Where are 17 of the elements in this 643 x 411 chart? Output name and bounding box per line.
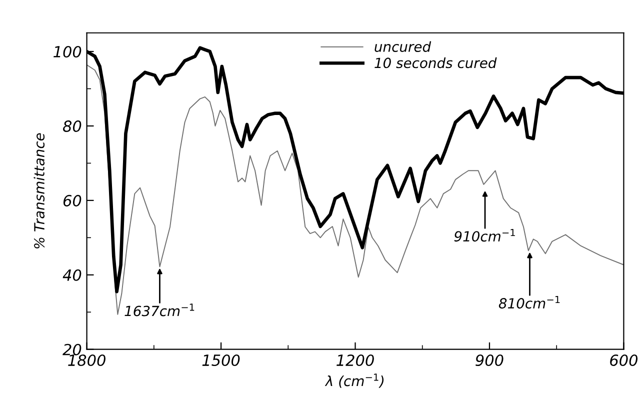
x-tick-label: 900 xyxy=(476,354,504,366)
x-tick-label: 600 xyxy=(610,354,638,366)
y-tick-label: 100 xyxy=(54,46,82,58)
annotation: 810cm$^{−1}$ xyxy=(498,296,560,309)
y-tick-label: 40 xyxy=(62,269,82,281)
y-tick-label: 80 xyxy=(63,120,82,132)
legend-label: uncured xyxy=(374,41,432,52)
x-axis-title: λ (cm$^{−1}$) xyxy=(324,374,384,388)
legend-label: 10 seconds cured xyxy=(374,57,497,68)
y-axis-title: % Transmittance xyxy=(34,133,45,248)
x-tick-label: 1800 xyxy=(68,354,106,366)
y-tick-label: 60 xyxy=(63,194,82,206)
annotation: 910cm$^{−1}$ xyxy=(454,228,515,242)
x-tick-label: 1200 xyxy=(336,354,374,366)
annotation: 1637cm$^{−1}$ xyxy=(124,304,194,316)
y-tick-label: 20 xyxy=(62,344,82,356)
x-tick-label: 1500 xyxy=(202,354,240,366)
